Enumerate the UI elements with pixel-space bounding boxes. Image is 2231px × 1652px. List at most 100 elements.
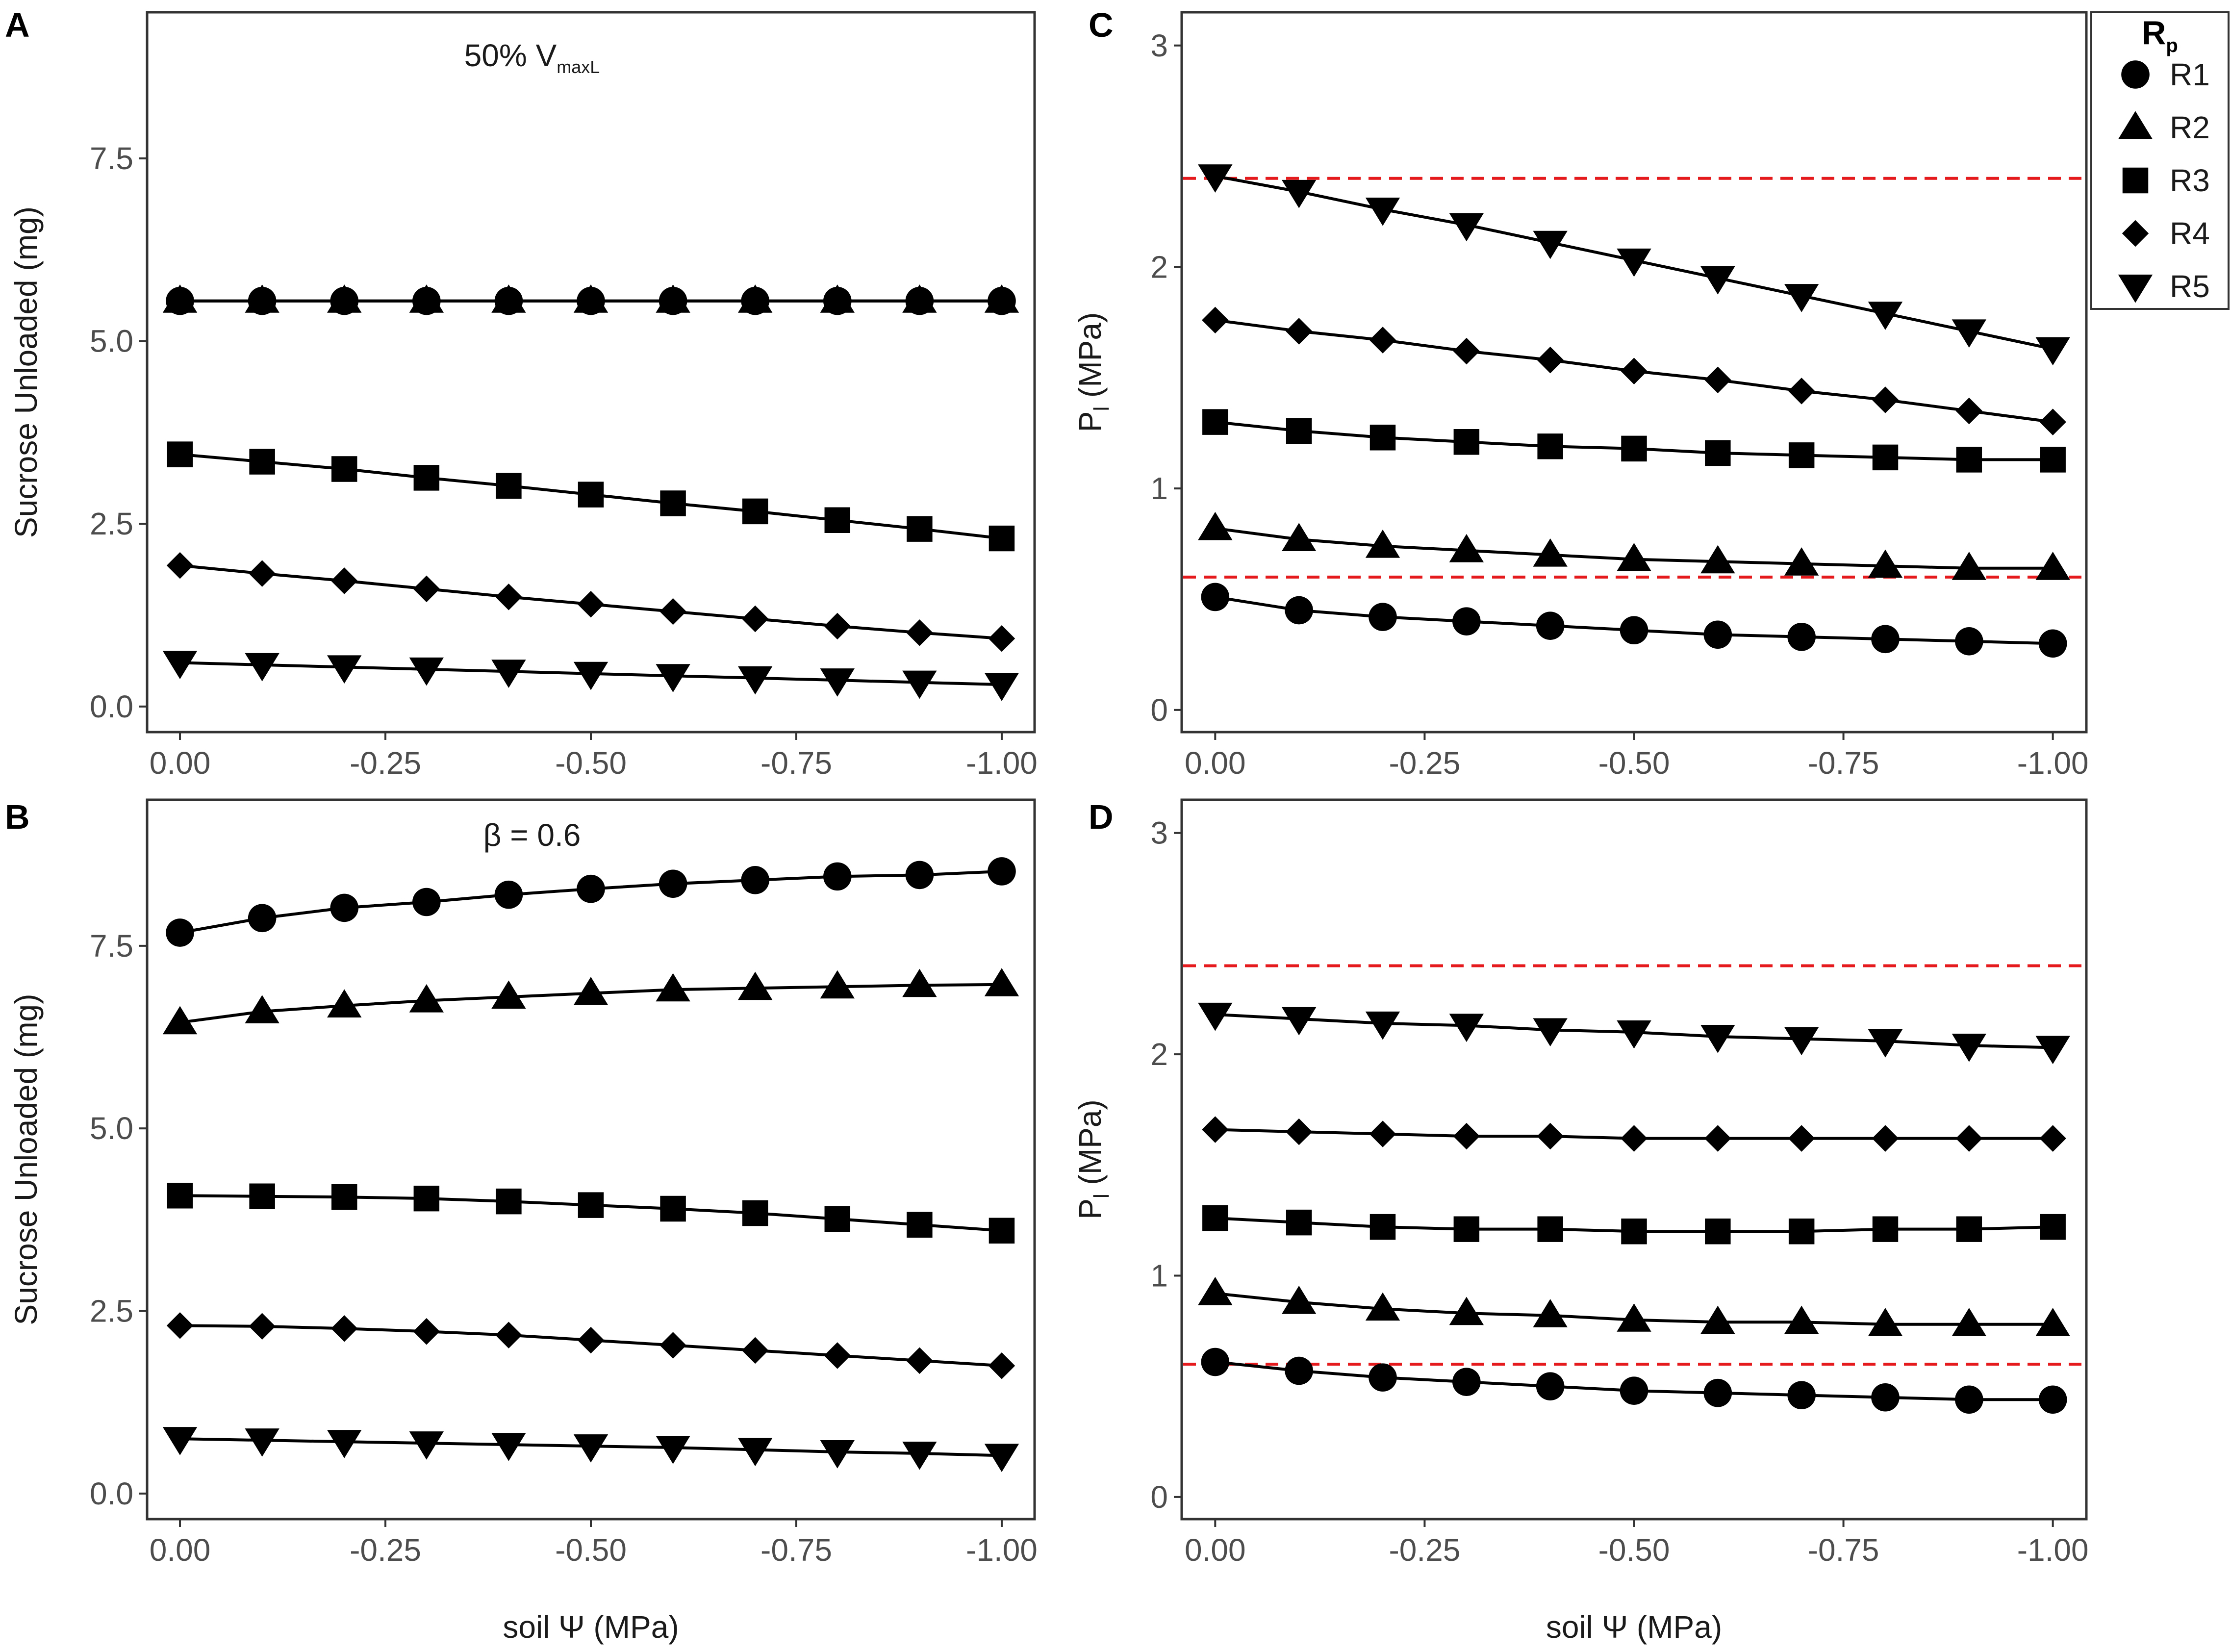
data-point [1700, 545, 1735, 574]
series-r2 [1198, 511, 2070, 580]
data-point [166, 918, 194, 947]
y-axis-title: Sucrose Unloaded (mg) [8, 994, 44, 1325]
panel-letter: C [1089, 6, 1114, 44]
legend-label: R4 [2170, 216, 2210, 251]
data-point [409, 284, 444, 313]
data-point [327, 655, 362, 684]
data-point [1952, 1034, 1987, 1062]
data-point [1201, 583, 1230, 611]
data-point [1620, 616, 1648, 645]
series-r3 [1202, 409, 2066, 473]
data-point [2039, 1125, 2066, 1152]
y-axis-title-units: (MPa) [1072, 1099, 1108, 1194]
data-point [249, 449, 275, 475]
y-tick-label: 2.5 [90, 1294, 133, 1329]
data-point [1533, 1018, 1568, 1047]
data-point [1453, 337, 1480, 365]
data-point [245, 653, 279, 682]
x-tick-label: -0.50 [555, 745, 627, 781]
legend-item-r2: R2 [2118, 110, 2210, 145]
legend-item-r5: R5 [2118, 269, 2210, 304]
y-tick-label: 3 [1150, 28, 1168, 63]
data-point [162, 284, 198, 313]
y-tick-label: 1 [1150, 471, 1168, 506]
y-axis-title: Pl (MPa) [1072, 1099, 1114, 1219]
data-point [984, 1444, 1019, 1473]
data-point [1621, 1218, 1647, 1245]
data-point [1952, 552, 1987, 580]
data-point [820, 1440, 855, 1469]
data-point [1700, 1305, 1735, 1334]
x-tick-label: -0.50 [1598, 1532, 1670, 1568]
y-tick-label: 1 [1150, 1258, 1168, 1293]
data-point [249, 1183, 275, 1209]
data-point [1537, 346, 1564, 374]
data-point [577, 874, 605, 903]
data-point [2039, 408, 2066, 435]
data-point [327, 284, 362, 313]
data-point [1703, 1378, 1732, 1407]
legend-marker [2122, 167, 2149, 194]
legend-item-r4: R4 [2122, 216, 2210, 251]
data-point [1955, 397, 1983, 425]
series-r5 [1198, 164, 2070, 366]
x-tick-label: 0.00 [150, 745, 211, 781]
data-point [989, 525, 1015, 552]
data-point [1784, 1027, 1819, 1056]
data-point [1787, 1381, 1816, 1410]
data-point [1449, 1296, 1484, 1325]
data-point [248, 904, 277, 933]
data-point [1872, 1216, 1899, 1242]
panel-c: C 0.00 -0.25 -0.50 -0.75 -1.00 0 1 2 3 Pl (MPa) [1072, 6, 2089, 781]
data-point [1621, 1125, 1648, 1152]
panel-d: D 0.00 -0.25 -0.50 -0.75 -1.00 0 1 2 3 Pl (MPa) soi… [1072, 798, 2089, 1645]
data-point [1281, 523, 1317, 552]
legend-label: R1 [2170, 57, 2210, 92]
data-point [413, 465, 440, 491]
data-point [1537, 1122, 1564, 1150]
data-point [1533, 538, 1568, 567]
data-point [1452, 1368, 1481, 1396]
data-point [331, 567, 358, 594]
data-point [413, 1318, 440, 1345]
series-r1 [1201, 583, 2067, 658]
data-point [413, 1185, 440, 1212]
data-point [166, 552, 194, 579]
data-point [1784, 284, 1819, 312]
data-point [1787, 622, 1816, 651]
data-point [1449, 1014, 1484, 1042]
series-r4 [166, 552, 1015, 652]
data-point [656, 284, 690, 313]
data-point [1369, 1363, 1397, 1392]
data-point [656, 664, 690, 692]
data-point [1700, 1024, 1735, 1053]
data-point [824, 1206, 851, 1232]
data-point [573, 284, 608, 313]
data-point [167, 441, 193, 467]
x-tick-label: -0.75 [761, 745, 832, 781]
data-point [1365, 529, 1400, 558]
data-point [1872, 1125, 1899, 1152]
data-point [331, 1184, 357, 1210]
data-point [1784, 1305, 1819, 1334]
data-point [577, 1326, 605, 1354]
data-point [1955, 1385, 1983, 1414]
data-point [578, 482, 604, 508]
data-point [1369, 603, 1397, 631]
data-point [824, 612, 851, 640]
data-point [907, 516, 933, 542]
data-point [902, 284, 937, 313]
data-point [902, 968, 937, 997]
y-axis-title-subscript: l [1090, 1194, 1114, 1198]
y-tick-label: 7.5 [90, 928, 133, 964]
data-point [1449, 213, 1484, 242]
panel-annotation-text: 50% V [464, 38, 557, 73]
data-point [1452, 607, 1481, 635]
data-point [1617, 543, 1651, 571]
data-point [327, 989, 362, 1017]
data-point [413, 575, 440, 603]
data-point [988, 1352, 1015, 1379]
data-point [2038, 629, 2067, 658]
x-tick-label: -0.75 [761, 1532, 832, 1568]
data-point [737, 284, 773, 313]
